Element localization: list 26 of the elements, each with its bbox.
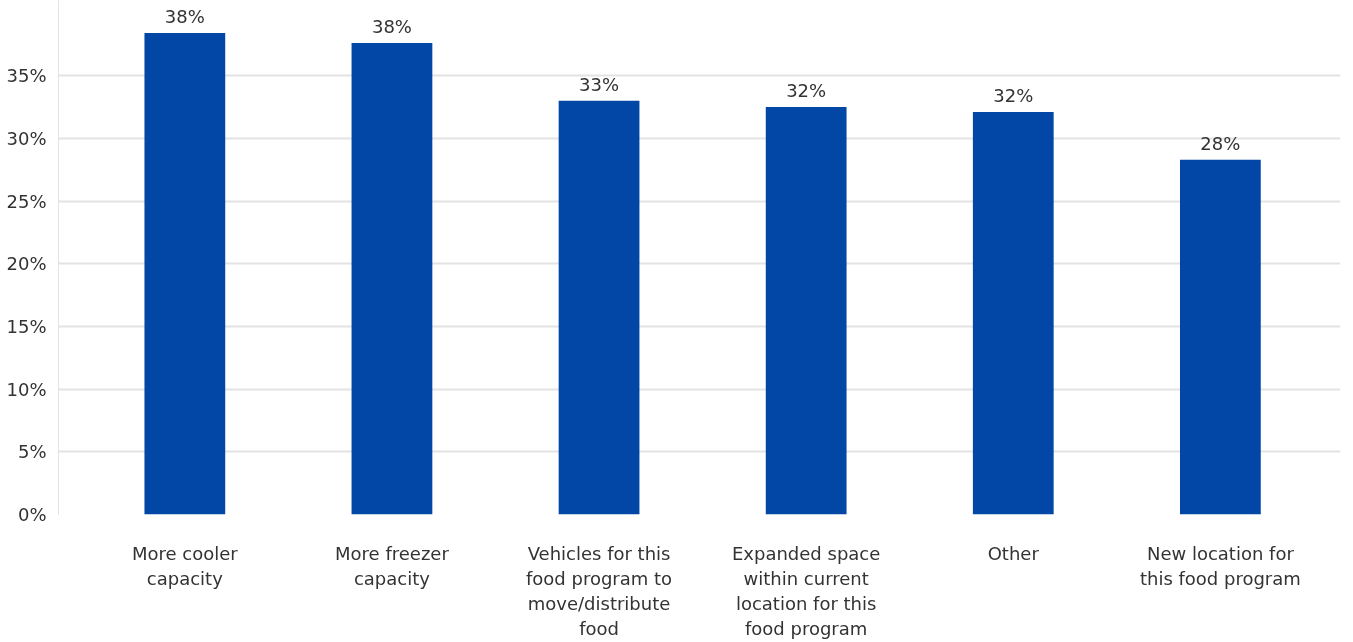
y-tick-label: 5% — [17, 441, 47, 463]
y-tick-label: 10% — [6, 378, 47, 400]
data-label: 33% — [579, 73, 620, 95]
x-tick-label: Expanded space within current location for this food program — [731, 542, 881, 640]
data-label: 38% — [164, 6, 205, 28]
y-tick-label: 0% — [17, 504, 47, 525]
y-tick-label: 35% — [6, 65, 47, 87]
bar — [1179, 159, 1261, 515]
bar — [558, 100, 640, 515]
x-tick-label: More cooler capacity — [131, 542, 239, 589]
data-label: 38% — [371, 16, 412, 38]
y-tick-label: 30% — [6, 127, 47, 149]
bar — [972, 112, 1054, 515]
data-label: 28% — [1200, 132, 1241, 154]
data-label: 32% — [993, 85, 1034, 107]
x-tick-label: Other — [987, 542, 1040, 564]
x-tick-label: New location for this food program — [1139, 542, 1301, 589]
data-label: 32% — [786, 80, 827, 102]
x-tick-label: Vehicles for this food program to move/distribute food — [525, 542, 673, 640]
y-tick-label: 15% — [6, 315, 47, 337]
y-tick-label: 20% — [6, 253, 47, 275]
x-tick-label: More freezer capacity — [335, 542, 450, 589]
bar — [765, 107, 847, 515]
y-tick-label: 25% — [6, 190, 47, 212]
bar — [351, 43, 433, 515]
bar — [144, 33, 226, 515]
